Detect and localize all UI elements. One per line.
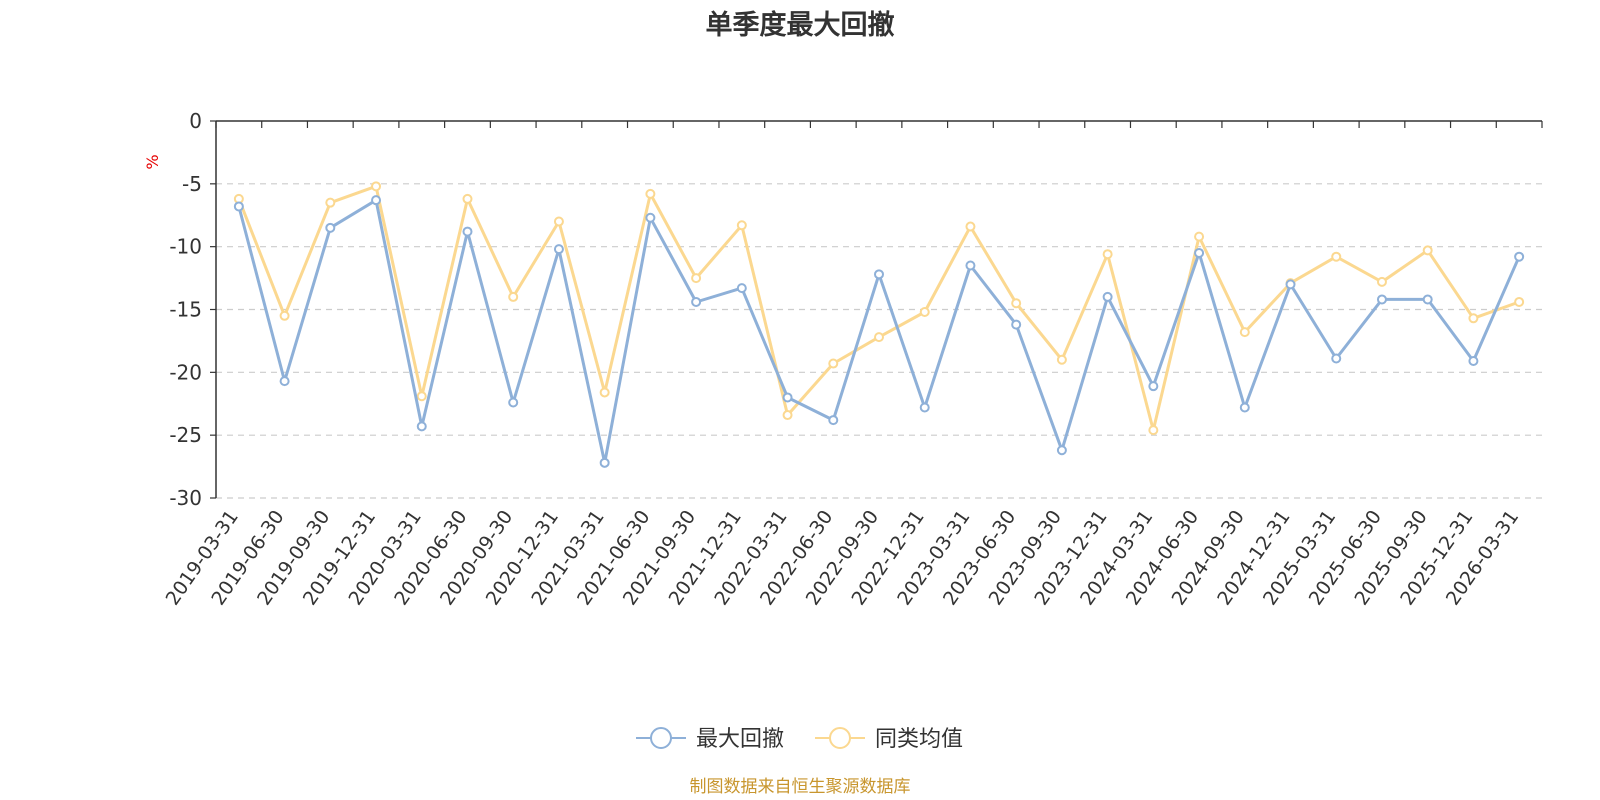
data-point[interactable]: [1376, 294, 1387, 305]
y-tick-label: -20: [169, 360, 202, 384]
data-point[interactable]: [1239, 402, 1250, 413]
series-max-drawdown: [233, 195, 1525, 468]
data-point[interactable]: [325, 222, 336, 233]
data-point[interactable]: [371, 195, 382, 206]
data-point[interactable]: [645, 212, 656, 223]
data-point[interactable]: [508, 397, 519, 408]
data-point[interactable]: [1056, 445, 1067, 456]
data-point[interactable]: [325, 197, 336, 208]
y-tick-label: -25: [169, 423, 202, 447]
data-point[interactable]: [874, 269, 884, 280]
y-axis-ticks: 0 -5 -10 -15 -20 -25 -30: [169, 109, 216, 510]
y-tick-label: -30: [169, 486, 202, 510]
data-point[interactable]: [279, 310, 290, 321]
data-point[interactable]: [1331, 251, 1342, 262]
data-point[interactable]: [416, 421, 427, 432]
data-point[interactable]: [828, 415, 839, 426]
data-point[interactable]: [919, 402, 930, 413]
y-tick-label: -10: [169, 235, 202, 259]
data-point[interactable]: [371, 181, 382, 192]
data-point[interactable]: [599, 387, 610, 398]
data-point[interactable]: [1331, 353, 1342, 364]
data-point[interactable]: [1422, 294, 1433, 305]
series-peer-average: [233, 181, 1525, 436]
data-point[interactable]: [1148, 425, 1159, 436]
y-tick-label: 0: [189, 109, 202, 133]
data-point[interactable]: [462, 193, 473, 204]
chart-title: 单季度最大回撤: [706, 9, 895, 41]
data-point[interactable]: [828, 358, 839, 369]
data-point[interactable]: [462, 226, 473, 237]
data-point[interactable]: [965, 260, 976, 271]
data-point[interactable]: [691, 296, 702, 307]
data-point[interactable]: [736, 283, 747, 294]
data-point[interactable]: [553, 216, 564, 227]
data-point[interactable]: [782, 410, 793, 421]
data-point[interactable]: [1148, 381, 1159, 392]
data-point[interactable]: [1011, 298, 1022, 309]
data-point[interactable]: [965, 221, 976, 232]
series-layer: [233, 181, 1525, 468]
series-line: [237, 198, 1521, 465]
data-point[interactable]: [599, 457, 610, 468]
data-point[interactable]: [736, 220, 747, 231]
data-point[interactable]: [1285, 279, 1296, 290]
data-point[interactable]: [1376, 276, 1387, 287]
data-point[interactable]: [1468, 356, 1479, 367]
source-note: 制图数据来自恒生聚源数据库: [690, 777, 911, 797]
data-point[interactable]: [1102, 249, 1113, 260]
data-point[interactable]: [553, 244, 564, 255]
data-point[interactable]: [1102, 291, 1113, 302]
data-point[interactable]: [691, 273, 702, 284]
legend-item-max-drawdown[interactable]: 最大回撤: [636, 727, 784, 752]
legend: 最大回撤 同类均值: [636, 727, 963, 752]
data-point[interactable]: [279, 376, 290, 387]
data-point[interactable]: [233, 201, 244, 212]
data-point[interactable]: [1011, 319, 1022, 330]
data-point[interactable]: [1468, 313, 1479, 324]
legend-label-max-drawdown: 最大回撤: [696, 727, 784, 752]
data-point[interactable]: [645, 188, 656, 199]
data-point[interactable]: [1514, 296, 1525, 307]
y-axis-unit: %: [143, 154, 162, 169]
data-point[interactable]: [782, 392, 793, 403]
data-point[interactable]: [508, 291, 519, 302]
data-point[interactable]: [416, 391, 427, 402]
data-point[interactable]: [1239, 327, 1250, 338]
data-point[interactable]: [1194, 247, 1205, 258]
data-point[interactable]: [1422, 245, 1433, 256]
data-point[interactable]: [1056, 354, 1067, 365]
legend-label-peer-average: 同类均值: [875, 727, 963, 752]
grid-lines: [216, 183, 1542, 499]
data-point[interactable]: [1194, 231, 1205, 242]
data-point[interactable]: [919, 307, 930, 318]
data-point[interactable]: [1514, 251, 1525, 262]
y-tick-label: -15: [169, 298, 202, 322]
legend-item-peer-average[interactable]: 同类均值: [815, 727, 963, 752]
y-tick-label: -5: [182, 172, 202, 196]
data-point[interactable]: [874, 332, 884, 343]
